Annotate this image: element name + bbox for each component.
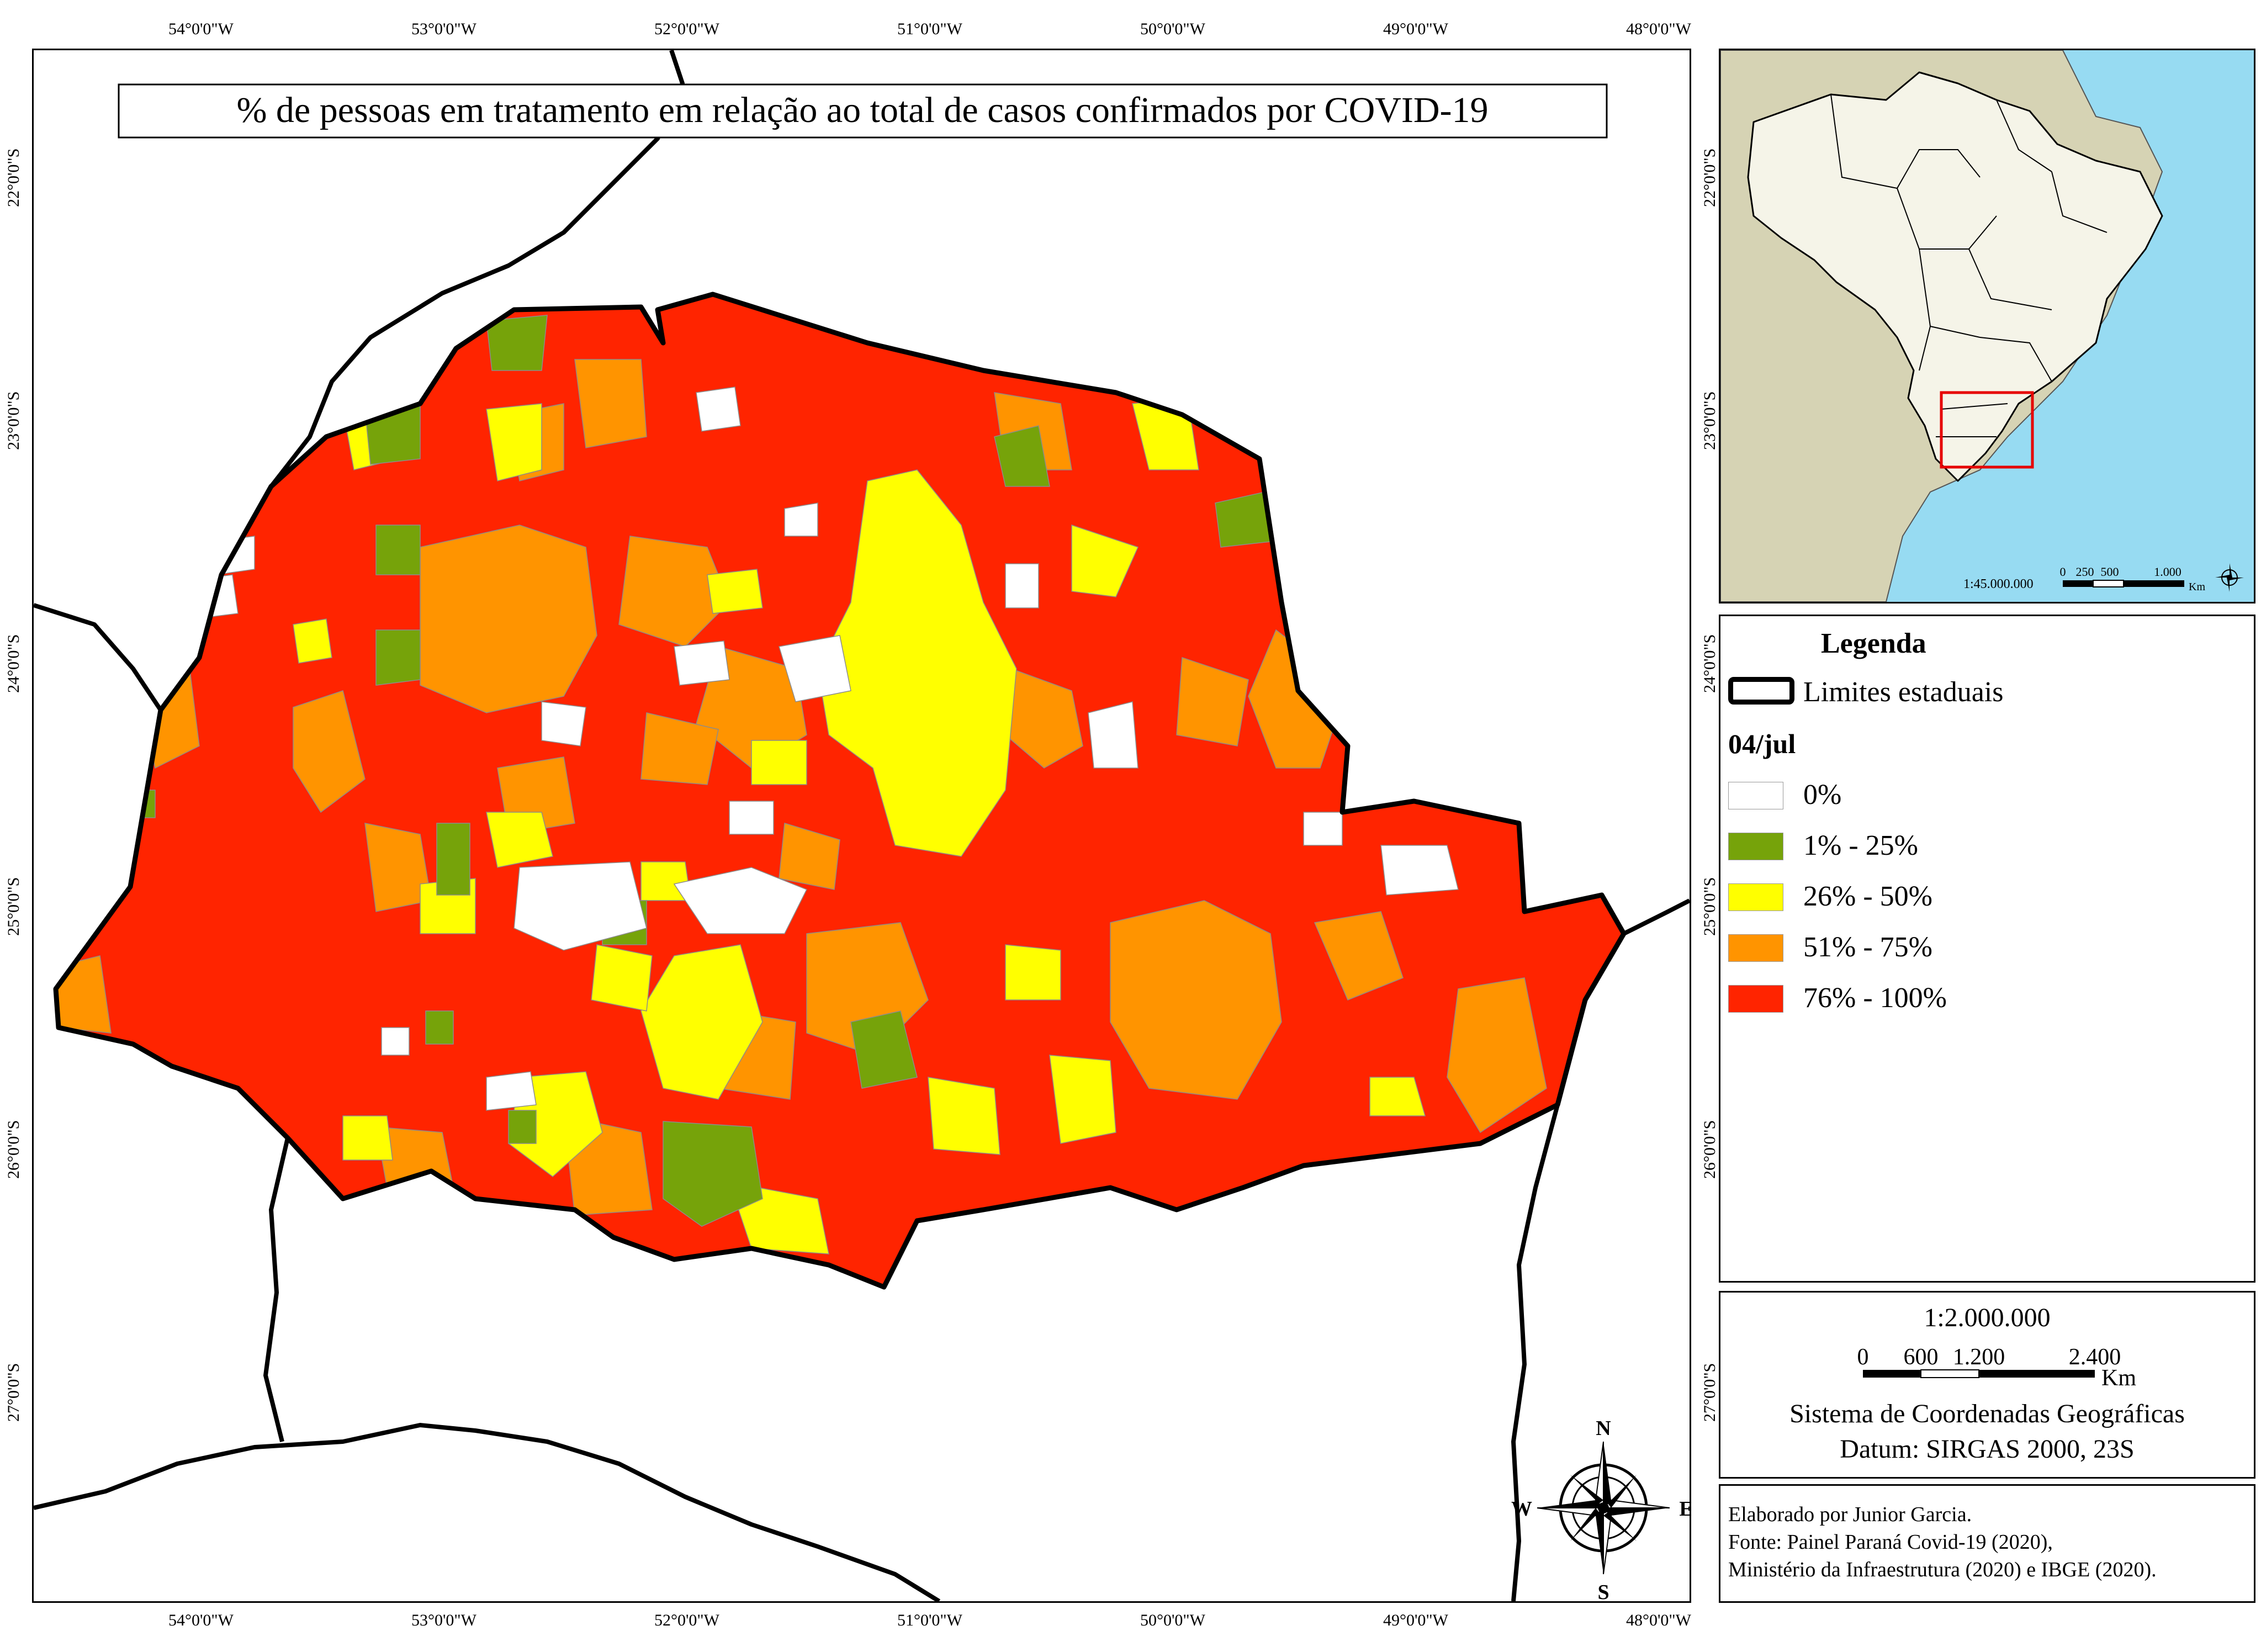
scale-tick: 1.200 xyxy=(1953,1344,2005,1370)
crs-label: Sistema de Coordenadas Geográficas xyxy=(1789,1399,2185,1428)
lon-tick-bottom: 51°0'0"W xyxy=(897,1611,962,1629)
scale-tick: 2.400 xyxy=(2069,1344,2121,1370)
lon-tick-top: 49°0'0"W xyxy=(1383,20,1448,38)
lon-tick-bottom: 50°0'0"W xyxy=(1140,1611,1205,1629)
inset-scale-label: 1:45.000.000 xyxy=(1963,577,2034,591)
lat-tick-right: 26°0'0"S xyxy=(1701,1120,1719,1179)
credits-panel: Elaborado por Junior Garcia. Fonte: Pain… xyxy=(1719,1484,2255,1603)
compass-n: N xyxy=(1596,1417,1611,1440)
lat-tick-left: 26°0'0"S xyxy=(4,1120,23,1179)
compass-s: S xyxy=(1597,1581,1609,1601)
credits-line: Elaborado por Junior Garcia. xyxy=(1728,1503,1972,1526)
credits-line: Ministério da Infraestrutura (2020) e IB… xyxy=(1728,1558,2157,1581)
legend-label: 26% - 50% xyxy=(1803,881,1932,912)
legend-swatch xyxy=(1728,782,1783,809)
parana-map: % de pessoas em tratamento em relação ao… xyxy=(34,50,1690,1601)
datum-label: Datum: SIRGAS 2000, 23S xyxy=(1840,1434,2135,1464)
lon-tick-bottom: 49°0'0"W xyxy=(1383,1611,1448,1629)
compass-e: E xyxy=(1679,1497,1690,1521)
legend-label: 0% xyxy=(1803,779,1842,811)
lat-tick-right: 24°0'0"S xyxy=(1701,634,1719,693)
lon-tick-top: 53°0'0"W xyxy=(411,20,476,38)
scale-tick: 600 xyxy=(1904,1344,1939,1370)
legend-swatch xyxy=(1728,985,1783,1013)
inset-map-frame: 0 250 500 1.000 Km 1:45.000.000 xyxy=(1719,49,2255,603)
map-title: % de pessoas em tratamento em relação ao… xyxy=(236,90,1488,130)
lon-tick-bottom: 53°0'0"W xyxy=(411,1611,476,1629)
lon-tick-top: 51°0'0"W xyxy=(897,20,962,38)
inset-scale-tick: 1.000 xyxy=(2154,565,2181,579)
lat-tick-left: 27°0'0"S xyxy=(4,1363,23,1422)
inset-scale-tick: 250 xyxy=(2076,565,2094,579)
lon-tick-top: 48°0'0"W xyxy=(1626,20,1691,38)
lon-tick-top: 52°0'0"W xyxy=(654,20,719,38)
lat-tick-left: 23°0'0"S xyxy=(4,391,23,450)
north-arrow: N S E W xyxy=(1511,1417,1690,1601)
lon-tick-bottom: 54°0'0"W xyxy=(168,1611,234,1629)
scale-unit: Km xyxy=(2101,1365,2136,1391)
scale-tick: 0 xyxy=(1857,1344,1869,1370)
inset-map: 0 250 500 1.000 Km 1:45.000.000 xyxy=(1720,50,2254,602)
legend-swatch xyxy=(1728,934,1783,962)
credits-line: Fonte: Painel Paraná Covid-19 (2020), xyxy=(1728,1531,2053,1554)
legend-date: 04/jul xyxy=(1728,728,1796,759)
lat-tick-right: 25°0'0"S xyxy=(1701,877,1719,936)
legend-swatch xyxy=(1728,883,1783,911)
lon-tick-top: 50°0'0"W xyxy=(1140,20,1205,38)
scale-bar: 0 600 1.200 2.400 Km xyxy=(1857,1344,2137,1391)
lat-tick-left: 24°0'0"S xyxy=(4,634,23,693)
legend-label: 1% - 25% xyxy=(1803,830,1918,861)
map-title-box: % de pessoas em tratamento em relação ao… xyxy=(118,83,1608,139)
state-boundaries xyxy=(34,50,1690,1601)
inset-state-lines xyxy=(1830,94,2108,437)
legend-panel: Legenda Limites estaduais 04/jul 0% 1% -… xyxy=(1719,615,2255,1283)
legend-boundary-label: Limites estaduais xyxy=(1803,676,2004,708)
lat-tick-right: 23°0'0"S xyxy=(1701,391,1719,450)
parana-boundary xyxy=(53,292,1627,1290)
legend-label: 76% - 100% xyxy=(1803,982,1947,1014)
municipalities xyxy=(56,294,1624,1287)
legend-label: 51% - 75% xyxy=(1803,931,1932,963)
main-map-frame: % de pessoas em tratamento em relação ao… xyxy=(32,49,1691,1603)
scale-panel: 1:2.000.000 0 600 1.200 2.400 Km Sistema… xyxy=(1719,1291,2255,1479)
scale-label: 1:2.000.000 xyxy=(1924,1303,2051,1332)
legend-title: Legenda xyxy=(1821,628,1926,659)
inset-scale-tick: 0 xyxy=(2060,565,2066,579)
lon-tick-bottom: 52°0'0"W xyxy=(654,1611,719,1629)
inset-highlight-box xyxy=(1940,391,2034,469)
lat-tick-right: 27°0'0"S xyxy=(1701,1363,1719,1422)
compass-w: W xyxy=(1511,1497,1532,1521)
lat-tick-left: 22°0'0"S xyxy=(4,148,23,207)
inset-compass xyxy=(2215,563,2244,592)
lat-tick-left: 25°0'0"S xyxy=(4,877,23,936)
lat-tick-right: 22°0'0"S xyxy=(1701,148,1719,207)
lon-tick-top: 54°0'0"W xyxy=(168,20,234,38)
inset-scalebar: 0 250 500 1.000 Km xyxy=(2060,565,2206,593)
lon-tick-bottom: 48°0'0"W xyxy=(1626,1611,1691,1629)
inset-scale-unit: Km xyxy=(2189,581,2205,593)
inset-scale-tick: 500 xyxy=(2101,565,2119,579)
legend-boundary-swatch xyxy=(1728,677,1794,705)
legend-swatch xyxy=(1728,833,1783,860)
